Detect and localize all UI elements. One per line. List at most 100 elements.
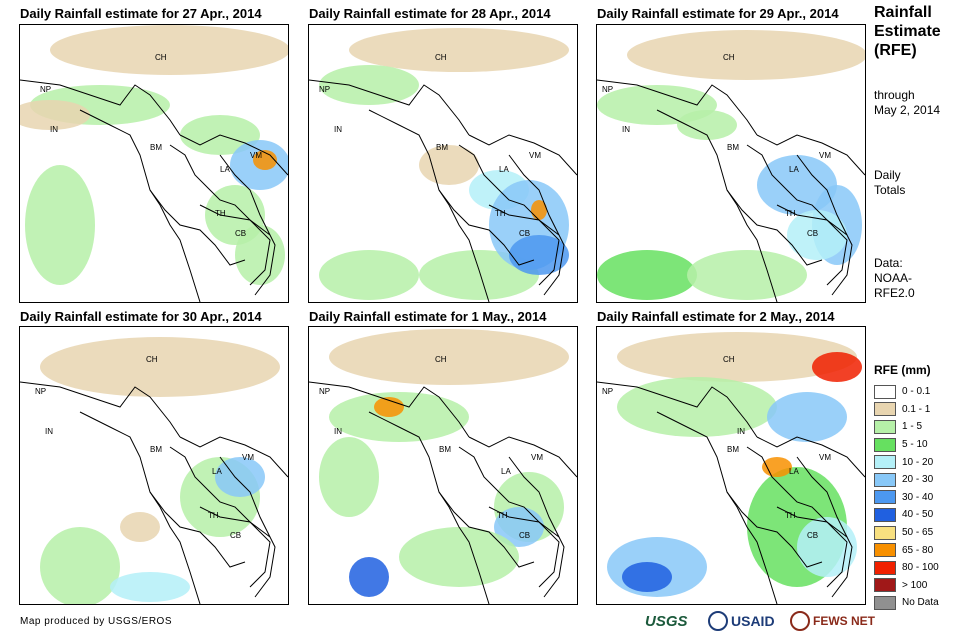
rainfall-area	[20, 100, 90, 130]
rainfall-area	[120, 512, 160, 542]
country-label-vm: VM	[819, 151, 831, 160]
country-border	[726, 189, 823, 266]
panel-title-2: Daily Rainfall estimate for 28 Apr., 201…	[309, 6, 551, 21]
legend-item: 1 - 5	[874, 418, 939, 436]
legend-label: > 100	[902, 579, 928, 591]
country-label-bm: BM	[436, 143, 448, 152]
country-label-vm: VM	[250, 151, 262, 160]
map-canvas	[597, 30, 865, 302]
legend: 0 - 0.1 0.1 - 1 1 - 5 5 - 10 10 - 20 20 - 30 3…	[874, 383, 939, 612]
country-label-in: IN	[622, 125, 630, 134]
panel-title-1: Daily Rainfall estimate for 27 Apr., 201…	[20, 6, 262, 21]
legend-item: 30 - 40	[874, 489, 939, 507]
country-label-cb: CB	[230, 531, 242, 540]
country-border	[796, 154, 853, 296]
country-label-th: TH	[785, 209, 796, 218]
map-canvas	[20, 337, 288, 604]
country-label-la: LA	[212, 467, 222, 476]
rainfall-area	[50, 25, 288, 75]
country-border	[309, 79, 470, 136]
legend-title: RFE (mm)	[874, 363, 931, 377]
map-title-line: (RFE)	[874, 42, 917, 59]
country-label-np: NP	[319, 387, 331, 396]
country-label-cb: CB	[519, 229, 531, 238]
rainfall-area	[687, 250, 807, 300]
legend-item: 65 - 80	[874, 541, 939, 559]
map-title: Rainfall Estimate (RFE)	[874, 3, 941, 60]
country-border	[488, 204, 560, 286]
country-label-cb: CB	[235, 229, 247, 238]
country-border	[219, 154, 276, 296]
legend-item: 40 - 50	[874, 506, 939, 524]
rainfall-area	[622, 562, 672, 592]
country-border	[656, 411, 778, 604]
through-label: through	[874, 88, 915, 102]
country-border	[756, 436, 865, 478]
country-border	[179, 134, 288, 176]
legend-item: 50 - 65	[874, 524, 939, 542]
country-border	[169, 144, 271, 236]
legend-item: 80 - 100	[874, 559, 939, 577]
legend-swatch	[874, 419, 896, 434]
country-border	[746, 144, 848, 236]
rainfall-area	[25, 165, 95, 285]
country-border	[776, 204, 848, 286]
country-label-ch: CH	[155, 53, 167, 62]
fews-logo-text: FEWS NET	[813, 614, 875, 628]
country-label-th: TH	[215, 209, 226, 218]
usaid-logo-text: USAID	[731, 613, 775, 629]
usaid-logo: USAID	[708, 609, 775, 633]
legend-label: 20 - 30	[902, 474, 934, 486]
country-border	[199, 506, 271, 588]
legend-swatch	[874, 595, 896, 610]
country-border	[468, 134, 577, 176]
country-border	[746, 446, 848, 538]
rainfall-area	[787, 210, 847, 260]
legend-label: 30 - 40	[902, 491, 934, 503]
usgs-logo-text: USGS	[645, 612, 688, 630]
rainfall-area	[767, 392, 847, 442]
country-label-la: LA	[220, 165, 230, 174]
country-border	[79, 109, 201, 302]
country-border	[597, 79, 758, 136]
rainfall-area	[757, 155, 837, 215]
country-border	[438, 189, 535, 266]
daily-label: Daily	[874, 168, 901, 182]
legend-label: 0 - 0.1	[902, 386, 931, 398]
data-label: Data:	[874, 256, 903, 270]
country-border	[726, 491, 823, 568]
country-label-bm: BM	[727, 143, 739, 152]
rainfall-area	[329, 329, 569, 385]
fews-seal-icon	[790, 611, 810, 631]
rainfall-area	[319, 65, 419, 105]
end-date: May 2, 2014	[874, 103, 941, 117]
country-label-bm: BM	[150, 143, 162, 152]
rainfall-area	[597, 250, 697, 300]
country-border	[796, 456, 853, 598]
country-label-bm: BM	[439, 445, 451, 454]
country-border	[438, 491, 535, 568]
rainfall-map: CH NP IN BM LA VM TH CB	[308, 326, 578, 605]
country-border	[488, 506, 560, 588]
legend-swatch	[874, 578, 896, 593]
legend-item: No Data	[874, 594, 939, 612]
rainfall-map: CH NP IN BM LA VM TH CB	[596, 24, 866, 303]
map-canvas	[309, 329, 577, 604]
country-label-la: LA	[501, 467, 511, 476]
rainfall-area	[349, 557, 389, 597]
rainfall-area	[677, 110, 737, 140]
rainfall-area	[40, 527, 120, 604]
country-border	[508, 154, 565, 296]
country-label-np: NP	[35, 387, 47, 396]
legend-item: 10 - 20	[874, 453, 939, 471]
country-border	[458, 144, 560, 236]
country-label-cb: CB	[807, 229, 819, 238]
country-label-vm: VM	[531, 453, 543, 462]
rainfall-map: CH NP IN BM LA VM TH CB	[596, 326, 866, 605]
legend-swatch	[874, 455, 896, 470]
rainfall-area	[509, 235, 569, 275]
country-label-vm: VM	[242, 453, 254, 462]
country-border	[179, 436, 288, 478]
daily-totals: Daily Totals	[874, 168, 905, 198]
map-canvas	[309, 28, 577, 302]
